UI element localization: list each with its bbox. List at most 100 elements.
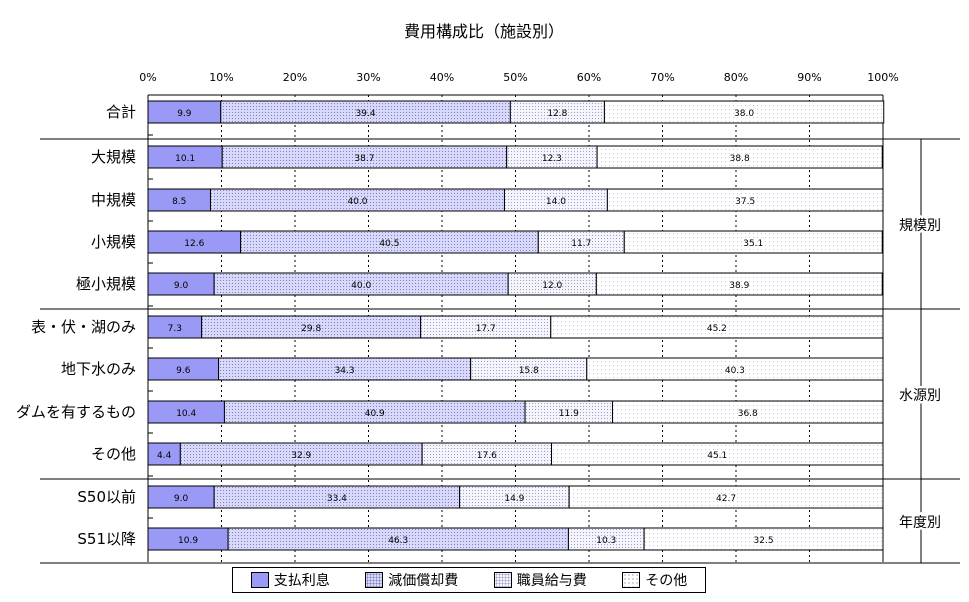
x-tick-label: 80% <box>724 71 748 84</box>
x-tick-label: 100% <box>867 71 898 84</box>
data-label: 37.5 <box>735 197 755 207</box>
category-label: 大規模 <box>91 148 136 166</box>
data-label: 12.0 <box>542 281 562 291</box>
x-tick-label: 10% <box>209 71 233 84</box>
data-label: 15.8 <box>519 366 539 376</box>
data-label: 10.4 <box>176 409 196 419</box>
data-label: 42.7 <box>716 494 736 504</box>
x-tick-label: 60% <box>577 71 601 84</box>
grid-layer <box>40 94 960 564</box>
legend-swatch-other <box>622 572 641 588</box>
category-label: S50以前 <box>77 488 136 506</box>
data-label: 11.7 <box>571 239 591 249</box>
data-label: 40.3 <box>725 366 745 376</box>
group-label: 水源別 <box>899 388 941 404</box>
category-label: S51以降 <box>77 530 136 548</box>
category-label: 合計 <box>106 103 136 121</box>
data-label: 40.0 <box>347 197 367 207</box>
x-tick-label: 0% <box>139 71 156 84</box>
category-label: ダムを有するもの <box>16 403 136 421</box>
category-label: 地下水のみ <box>61 360 136 378</box>
data-label: 32.9 <box>291 451 311 461</box>
data-label: 9.9 <box>177 109 192 119</box>
data-label: 17.7 <box>476 324 496 334</box>
data-label: 12.3 <box>542 154 562 164</box>
data-label: 40.5 <box>379 239 399 249</box>
data-label: 10.3 <box>596 536 616 546</box>
bar-layer: 9.9 39.4 12.8 38.0 10.1 38.7 12.3 38.8 8.5 40.0 14… <box>147 100 885 551</box>
group-label: 年度別 <box>899 515 941 531</box>
data-label: 12.8 <box>547 109 567 119</box>
bar-segment <box>568 485 884 509</box>
data-label: 40.9 <box>365 409 385 419</box>
data-label: 34.3 <box>335 366 355 376</box>
data-label: 7.3 <box>168 324 182 334</box>
data-label: 11.9 <box>559 409 579 419</box>
x-tick-labels: 0% 10% 20% 30% 40% 50% 60% 70% 80% 90% 100% <box>139 71 898 84</box>
data-label: 12.6 <box>184 239 204 249</box>
legend: 支払利息 減価償却費 職員給与費 その他 <box>232 567 706 593</box>
legend-label-other: その他 <box>645 573 688 589</box>
x-tick-label: 70% <box>650 71 674 84</box>
x-tick-label: 50% <box>503 71 527 84</box>
x-tick-label: 90% <box>797 71 821 84</box>
data-label: 10.9 <box>178 536 198 546</box>
bar-segment <box>603 100 885 124</box>
data-label: 45.1 <box>707 451 727 461</box>
data-label: 9.0 <box>174 281 189 291</box>
bar-segment <box>595 272 883 296</box>
bar-segment <box>612 400 884 424</box>
bar-segment <box>606 188 884 212</box>
data-label: 35.1 <box>743 239 763 249</box>
bar-segment <box>586 357 884 381</box>
data-label: 14.9 <box>504 494 524 504</box>
data-label: 38.7 <box>354 154 374 164</box>
legend-swatch-depreciation <box>365 572 384 588</box>
x-tick-label: 30% <box>356 71 380 84</box>
category-label: その他 <box>91 445 136 463</box>
x-tick-label: 40% <box>430 71 454 84</box>
data-label: 29.8 <box>301 324 321 334</box>
bar-segment <box>551 442 884 466</box>
category-label: 極小規模 <box>76 275 136 293</box>
legend-item-depreciation: 減価償却費 <box>365 570 458 590</box>
group-label: 規模別 <box>899 218 941 234</box>
bar-segment <box>596 145 883 169</box>
data-label: 17.6 <box>477 451 497 461</box>
category-label: 小規模 <box>91 233 136 251</box>
x-tick-label: 20% <box>283 71 307 84</box>
legend-label-interest: 支払利息 <box>273 573 330 589</box>
bar-segment <box>550 315 884 339</box>
data-label: 40.0 <box>351 281 371 291</box>
data-label: 9.0 <box>174 494 189 504</box>
data-label: 9.6 <box>176 366 191 376</box>
data-label: 14.0 <box>546 197 566 207</box>
data-label: 46.3 <box>388 536 408 546</box>
legend-label-salary: 職員給与費 <box>516 573 587 589</box>
category-label: 中規模 <box>91 191 136 209</box>
legend-item-salary: 職員給与費 <box>493 570 587 590</box>
legend-item-interest: 支払利息 <box>250 570 330 590</box>
legend-item-other: その他 <box>622 570 687 590</box>
data-label: 8.5 <box>172 197 186 207</box>
data-label: 38.9 <box>729 281 749 291</box>
legend-label-depreciation: 減価償却費 <box>388 573 459 589</box>
bar-segment <box>623 230 883 254</box>
data-label: 10.1 <box>175 154 195 164</box>
data-label: 39.4 <box>356 109 376 119</box>
bar-segment <box>643 527 884 551</box>
data-label: 45.2 <box>707 324 727 334</box>
data-label: 32.5 <box>754 536 774 546</box>
data-label: 36.8 <box>738 409 758 419</box>
legend-swatch-interest <box>250 572 269 588</box>
data-label: 4.4 <box>157 451 172 461</box>
category-label: 表・伏・湖のみ <box>31 318 136 336</box>
data-label: 38.8 <box>730 154 750 164</box>
data-label: 38.0 <box>734 109 754 119</box>
chart-title: 費用構成比（施設別） <box>404 22 564 41</box>
data-label: 33.4 <box>327 494 347 504</box>
legend-swatch-salary <box>493 572 512 588</box>
